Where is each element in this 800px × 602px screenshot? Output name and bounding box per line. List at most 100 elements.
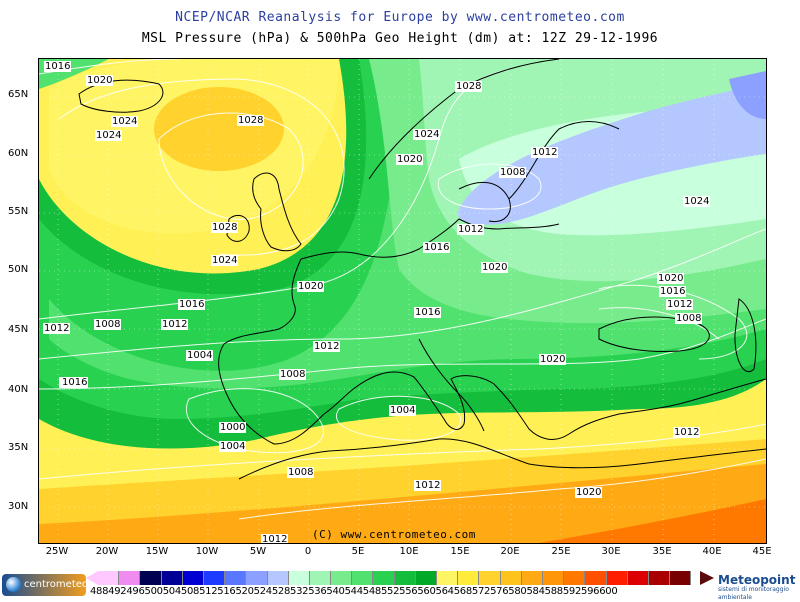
isobar-label: 1008 [279, 369, 307, 380]
isobar-label: 1016 [423, 242, 451, 253]
color-scale-swatch [352, 571, 374, 585]
lat-label: 50N [8, 264, 29, 275]
lon-label: 10E [399, 546, 419, 557]
lon-label: 35E [652, 546, 672, 557]
isobar-label: 1008 [675, 313, 703, 324]
color-scale [98, 571, 692, 585]
caspian-coast [734, 298, 757, 372]
isobar-label: 1020 [297, 281, 325, 292]
color-scale-swatch [564, 571, 586, 585]
scale-arrow-right-icon [700, 571, 714, 585]
isobar-label: 1012 [531, 147, 559, 158]
weather-map: 1016 1020 1024 1024 1028 1028 1024 1020 … [38, 58, 767, 544]
isobar-label: 1024 [683, 196, 711, 207]
europe-coast [218, 218, 766, 445]
color-scale-swatch [500, 571, 522, 585]
color-scale-swatch [437, 571, 459, 585]
color-scale-swatch [394, 571, 416, 585]
color-scale-swatch [458, 571, 480, 585]
map-subtitle: MSL Pressure (hPa) & 500hPa Geo Height (… [141, 31, 659, 46]
isobar-label: 1012 [161, 319, 189, 330]
globe-icon [6, 577, 21, 592]
lon-label: 5E [351, 546, 365, 557]
isobar-label: 1020 [575, 487, 603, 498]
isobar-label: 1012 [673, 427, 701, 438]
isobar-label: 1008 [499, 167, 527, 178]
lon-label: 10W [195, 546, 219, 557]
isobar-label: 1004 [389, 405, 417, 416]
isobar-label: 1008 [94, 319, 122, 330]
lon-label: 20W [95, 546, 119, 557]
lon-label: 25W [45, 546, 69, 557]
color-scale-swatch [225, 571, 247, 585]
color-scale-swatch [670, 571, 692, 585]
color-scale-swatch [415, 571, 437, 585]
centrometeo-logo: centrometeo [2, 574, 89, 596]
lon-label: 40E [702, 546, 722, 557]
isobar-label: 1028 [237, 115, 265, 126]
lon-label: 0 [304, 546, 312, 557]
isobar-label: 1020 [86, 75, 114, 86]
copyright-text: (C) www.centrometeo.com [312, 528, 476, 541]
meteopoint-logo-name: Meteopoint [718, 573, 796, 587]
isobar-label: 1012 [457, 224, 485, 235]
italy-coast [418, 338, 485, 432]
isobar-label: 1028 [455, 81, 483, 92]
isobar-label: 1020 [539, 354, 567, 365]
isobar-label: 1016 [659, 286, 687, 297]
color-scale-swatch [521, 571, 543, 585]
color-scale-swatch [479, 571, 501, 585]
ireland-coast [226, 215, 250, 242]
isobar-label: 1016 [414, 307, 442, 318]
isobar-label: 1028 [211, 222, 239, 233]
isobar-label: 1012 [313, 341, 341, 352]
color-scale-swatch [182, 571, 204, 585]
meteopoint-logo-sub: sistemi di monitoraggio ambientale [718, 586, 789, 601]
north-africa-coast [238, 438, 766, 480]
isobar-label: 1024 [211, 255, 239, 266]
black-sea-coast [598, 316, 710, 352]
color-scale-swatch [119, 571, 141, 585]
isobar-label: 1024 [111, 116, 139, 127]
lon-label: 15W [145, 546, 169, 557]
centrometeo-logo-text: centrometeo [24, 579, 89, 590]
lon-label: 15E [450, 546, 470, 557]
lat-label: 35N [8, 442, 29, 453]
isobar-label: 1016 [44, 61, 72, 72]
lon-label: 5W [249, 546, 267, 557]
isobar-label: 1024 [95, 130, 123, 141]
color-scale-swatch [585, 571, 607, 585]
lon-label: 25E [551, 546, 571, 557]
britain-coast [252, 172, 302, 252]
color-scale-swatch [373, 571, 395, 585]
isobar-label: 1024 [413, 129, 441, 140]
color-scale-swatch [648, 571, 671, 585]
isobar-label: 1004 [186, 350, 214, 361]
lat-label: 55N [8, 206, 29, 217]
color-scale-swatch [606, 571, 628, 585]
color-scale-swatch [267, 571, 289, 585]
scale-arrow-left-icon [86, 571, 98, 585]
lat-label: 30N [8, 501, 29, 512]
map-title: NCEP/NCAR Reanalysis for Europe by www.c… [175, 10, 625, 25]
isobar-label: 1020 [481, 262, 509, 273]
lat-label: 65N [8, 89, 29, 100]
color-scale-swatch [203, 571, 226, 585]
color-scale-swatch [98, 571, 120, 585]
isobar-label: 1020 [657, 273, 685, 284]
color-scale-swatch [627, 571, 649, 585]
height-field [39, 59, 766, 543]
isobar-label: 1012 [414, 480, 442, 491]
isobar-label: 1016 [178, 299, 206, 310]
isobar-label: 1016 [61, 377, 89, 388]
lon-label: 20E [500, 546, 520, 557]
lat-label: 40N [8, 384, 29, 395]
isobar-label: 1008 [287, 467, 315, 478]
color-scale-swatch [246, 571, 268, 585]
color-scale-swatch [542, 571, 565, 585]
isobar-label: 1020 [396, 154, 424, 165]
isobar-label: 1012 [43, 323, 71, 334]
color-scale-swatch [288, 571, 310, 585]
isobar-label: 1012 [261, 534, 289, 544]
lat-label: 45N [8, 324, 29, 335]
